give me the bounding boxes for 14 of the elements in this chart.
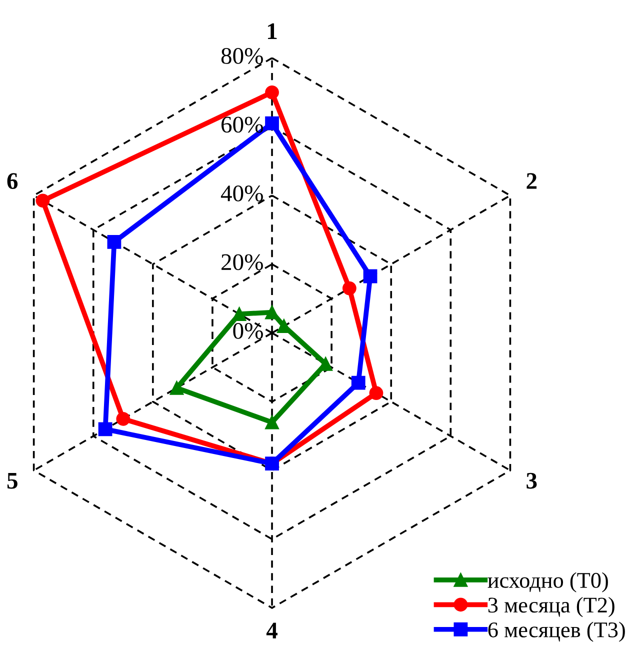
spoke-label: 1: [268, 23, 277, 39]
y-tick-label: 60%: [222, 116, 263, 133]
spoke-label: 5: [7, 473, 18, 489]
y-tick-label: 0%: [233, 322, 263, 339]
spoke-label: 6: [7, 173, 18, 190]
spoke-label: 4: [266, 622, 278, 638]
y-tick-label: 20%: [222, 254, 263, 270]
legend-label: исходно (T0): [488, 572, 608, 592]
legend-label: 6 месяцев (T3): [488, 622, 625, 642]
y-tick-label: 80%: [221, 48, 263, 64]
spoke-label: 3: [526, 472, 537, 489]
spoke-label: 2: [526, 173, 537, 189]
legend-label: 3 месяца (T2): [488, 597, 614, 618]
y-tick-label: 40%: [220, 185, 263, 202]
